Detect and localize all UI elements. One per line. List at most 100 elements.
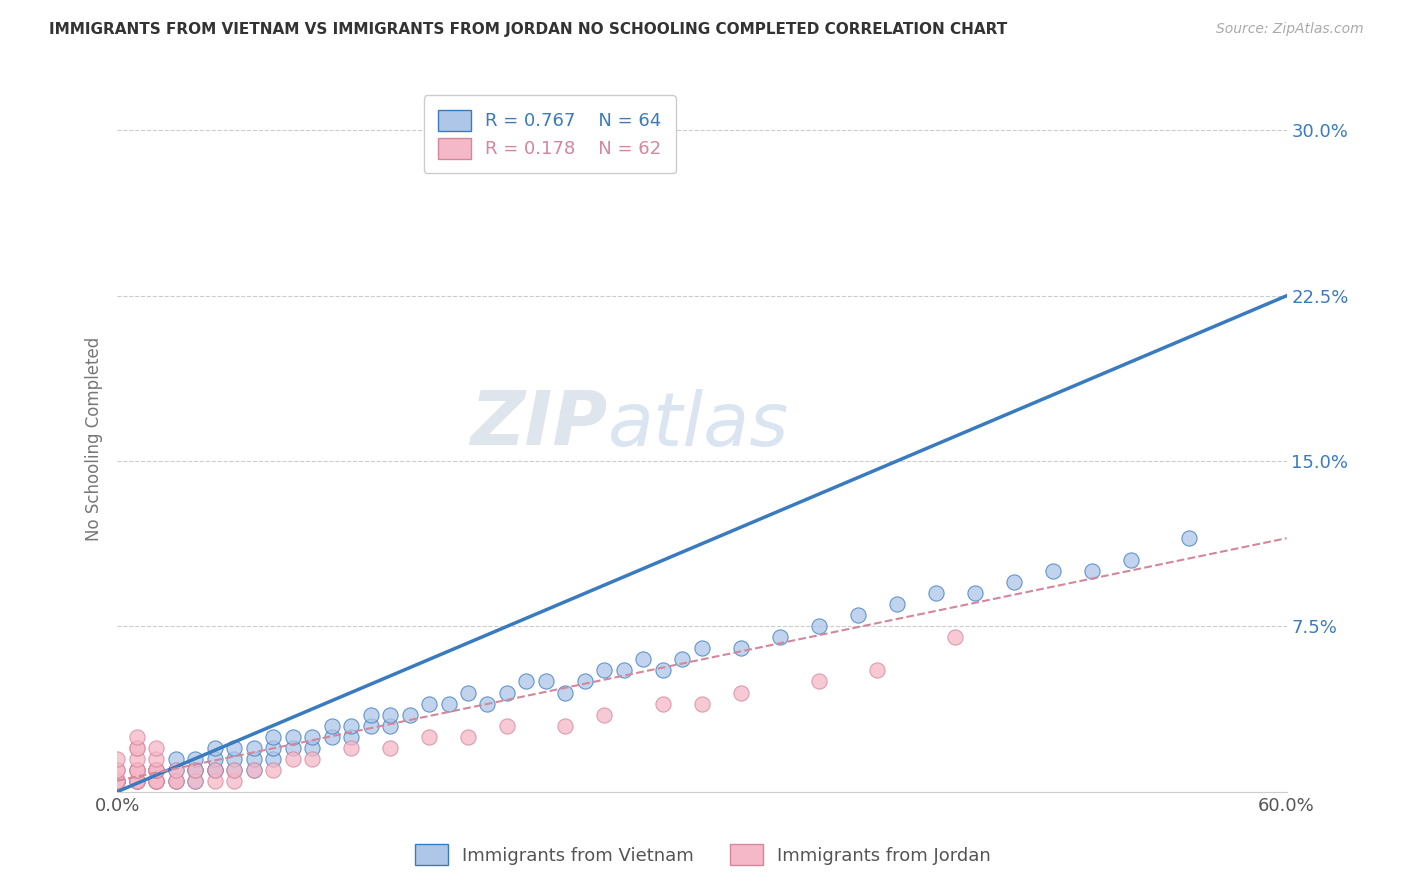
Point bbox=[125, 740, 148, 755]
Point bbox=[145, 763, 167, 777]
Point bbox=[554, 718, 576, 732]
Point bbox=[145, 773, 167, 788]
Point bbox=[262, 751, 284, 765]
Point bbox=[105, 773, 128, 788]
Point bbox=[360, 707, 382, 722]
Point bbox=[242, 763, 264, 777]
Point bbox=[340, 718, 363, 732]
Point bbox=[204, 763, 226, 777]
Point bbox=[165, 751, 187, 765]
Legend: Immigrants from Vietnam, Immigrants from Jordan: Immigrants from Vietnam, Immigrants from… bbox=[406, 835, 1000, 874]
Point bbox=[340, 740, 363, 755]
Point bbox=[1042, 564, 1064, 578]
Point bbox=[145, 751, 167, 765]
Y-axis label: No Schooling Completed: No Schooling Completed bbox=[86, 337, 103, 541]
Point bbox=[125, 763, 148, 777]
Point bbox=[262, 740, 284, 755]
Point bbox=[125, 751, 148, 765]
Point bbox=[125, 730, 148, 744]
Point bbox=[105, 773, 128, 788]
Point bbox=[807, 619, 830, 633]
Point bbox=[593, 664, 616, 678]
Point bbox=[437, 697, 460, 711]
Point bbox=[105, 773, 128, 788]
Point bbox=[204, 763, 226, 777]
Point bbox=[730, 641, 752, 656]
Point bbox=[1119, 553, 1142, 567]
Point bbox=[224, 763, 246, 777]
Point bbox=[224, 763, 246, 777]
Point bbox=[145, 763, 167, 777]
Point bbox=[262, 730, 284, 744]
Point bbox=[496, 685, 519, 699]
Point bbox=[690, 697, 713, 711]
Point bbox=[125, 773, 148, 788]
Point bbox=[125, 740, 148, 755]
Point bbox=[418, 730, 440, 744]
Point bbox=[105, 763, 128, 777]
Point bbox=[262, 763, 284, 777]
Text: ZIP: ZIP bbox=[471, 388, 609, 461]
Text: Source: ZipAtlas.com: Source: ZipAtlas.com bbox=[1216, 22, 1364, 37]
Point bbox=[418, 697, 440, 711]
Point bbox=[105, 751, 128, 765]
Point bbox=[1178, 531, 1201, 545]
Point bbox=[145, 763, 167, 777]
Point bbox=[301, 730, 323, 744]
Point bbox=[204, 773, 226, 788]
Point bbox=[574, 674, 596, 689]
Text: IMMIGRANTS FROM VIETNAM VS IMMIGRANTS FROM JORDAN NO SCHOOLING COMPLETED CORRELA: IMMIGRANTS FROM VIETNAM VS IMMIGRANTS FR… bbox=[49, 22, 1008, 37]
Point bbox=[534, 674, 557, 689]
Point bbox=[125, 773, 148, 788]
Point bbox=[378, 718, 401, 732]
Point bbox=[866, 664, 889, 678]
Point bbox=[105, 773, 128, 788]
Point bbox=[165, 763, 187, 777]
Point bbox=[301, 751, 323, 765]
Point bbox=[1002, 575, 1025, 590]
Point bbox=[165, 773, 187, 788]
Point bbox=[281, 730, 304, 744]
Point bbox=[105, 773, 128, 788]
Point bbox=[204, 751, 226, 765]
Point bbox=[846, 608, 869, 623]
Point bbox=[165, 773, 187, 788]
Point bbox=[613, 664, 636, 678]
Point bbox=[651, 697, 673, 711]
Point bbox=[105, 763, 128, 777]
Point bbox=[184, 763, 207, 777]
Point bbox=[769, 631, 792, 645]
Point bbox=[515, 674, 537, 689]
Point bbox=[651, 664, 673, 678]
Point bbox=[165, 763, 187, 777]
Point bbox=[125, 763, 148, 777]
Point bbox=[165, 773, 187, 788]
Point bbox=[105, 773, 128, 788]
Point bbox=[301, 740, 323, 755]
Point bbox=[105, 773, 128, 788]
Point bbox=[1080, 564, 1102, 578]
Legend: R = 0.767    N = 64, R = 0.178    N = 62: R = 0.767 N = 64, R = 0.178 N = 62 bbox=[423, 95, 676, 173]
Point bbox=[730, 685, 752, 699]
Point bbox=[360, 718, 382, 732]
Point bbox=[204, 763, 226, 777]
Point bbox=[224, 751, 246, 765]
Point bbox=[242, 763, 264, 777]
Point bbox=[224, 740, 246, 755]
Point bbox=[145, 740, 167, 755]
Point bbox=[321, 730, 343, 744]
Point bbox=[145, 773, 167, 788]
Point bbox=[105, 773, 128, 788]
Point bbox=[281, 751, 304, 765]
Point bbox=[943, 631, 966, 645]
Point bbox=[886, 598, 908, 612]
Point bbox=[145, 773, 167, 788]
Point bbox=[145, 763, 167, 777]
Point bbox=[398, 707, 420, 722]
Point bbox=[105, 773, 128, 788]
Point bbox=[184, 773, 207, 788]
Point bbox=[477, 697, 499, 711]
Point bbox=[340, 730, 363, 744]
Text: atlas: atlas bbox=[609, 389, 790, 461]
Point bbox=[457, 730, 479, 744]
